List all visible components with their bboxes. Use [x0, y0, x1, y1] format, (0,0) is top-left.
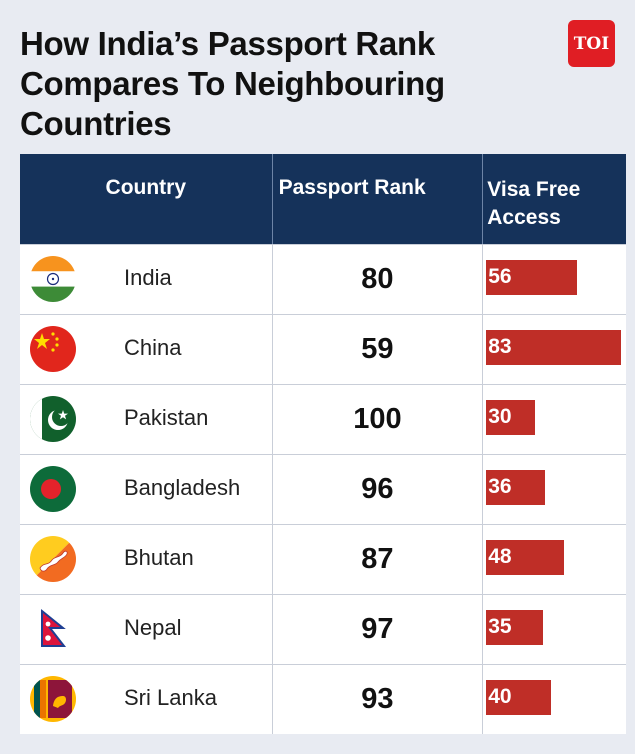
table-row: Bhutan 87 48	[20, 524, 626, 594]
table-header: Country Passport Rank Visa Free Access	[20, 154, 626, 244]
country-name: China	[124, 335, 182, 360]
bangladesh-flag-icon	[30, 466, 76, 512]
table-row: India 80 56	[20, 244, 626, 314]
nepal-flag-icon	[30, 606, 76, 652]
passport-rank: 93	[361, 683, 394, 715]
table-row: Bangladesh 96 36	[20, 454, 626, 524]
visa-free-value: 35	[488, 615, 512, 638]
country-name: India	[124, 265, 172, 290]
column-header-visa-free-access: Visa Free Access	[482, 154, 626, 244]
country-name: Bhutan	[124, 545, 194, 570]
table-row: China 59 83	[20, 314, 626, 384]
visa-free-bar	[486, 680, 552, 715]
column-header-country: Country	[105, 176, 187, 199]
visa-free-value: 56	[488, 265, 512, 288]
visa-free-value: 36	[488, 475, 512, 498]
table-row: Sri Lanka 93 40	[20, 664, 626, 734]
passport-rank: 96	[361, 473, 394, 505]
visa-free-bar	[486, 540, 565, 575]
passport-rank: 80	[361, 263, 394, 295]
india-flag-icon	[30, 256, 76, 302]
table-row: Nepal 97 35	[20, 594, 626, 664]
comparison-table: Country Passport Rank Visa Free Access I…	[20, 154, 626, 734]
passport-rank: 97	[361, 613, 394, 645]
passport-rank: 100	[353, 403, 402, 435]
china-flag-icon	[30, 326, 76, 372]
visa-free-value: 30	[488, 405, 512, 428]
page-title: How India’s Passport Rank Compares To Ne…	[20, 25, 445, 142]
country-name: Nepal	[124, 615, 182, 640]
visa-free-value: 40	[488, 685, 512, 708]
visa-free-bar	[486, 610, 544, 645]
country-name: Pakistan	[124, 405, 209, 430]
passport-rank: 87	[361, 543, 394, 575]
visa-free-value: 83	[488, 335, 512, 358]
logo-text: TOI	[573, 33, 610, 54]
bhutan-flag-icon	[30, 536, 76, 582]
country-name: Bangladesh	[124, 475, 241, 500]
toi-logo: TOI	[568, 20, 615, 67]
visa-free-bar	[486, 470, 546, 505]
sri-lanka-flag-icon	[30, 676, 76, 722]
pakistan-flag-icon	[30, 396, 76, 442]
table-row: Pakistan 100 30	[20, 384, 626, 454]
visa-free-bar	[486, 330, 622, 365]
country-name: Sri Lanka	[124, 685, 217, 710]
visa-free-bar	[486, 400, 536, 435]
passport-rank: 59	[361, 333, 394, 365]
visa-free-bar	[486, 260, 578, 295]
column-header-passport-rank: Passport Rank	[271, 154, 483, 244]
visa-free-value: 48	[488, 545, 512, 568]
